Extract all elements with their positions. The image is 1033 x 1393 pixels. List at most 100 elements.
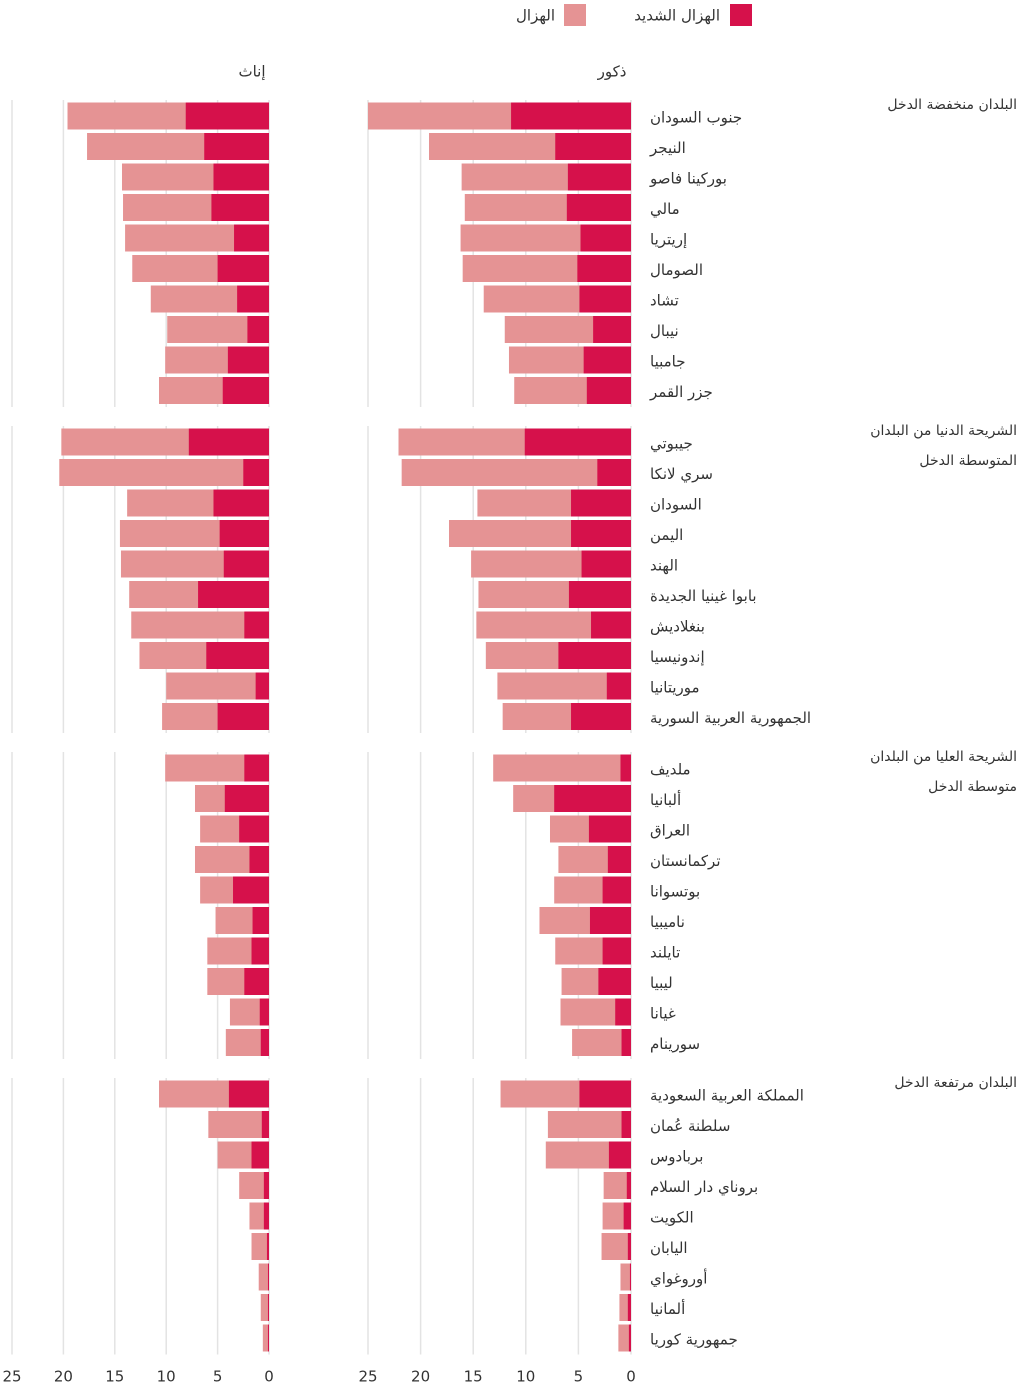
severe-wasting-bar — [244, 754, 269, 782]
wasting-bar — [260, 1294, 269, 1321]
wasting-bar — [603, 1172, 631, 1199]
severe-wasting-bar — [566, 194, 631, 221]
severe-wasting-bar — [620, 754, 631, 782]
severe-wasting-bar — [602, 876, 631, 904]
severe-wasting-bar — [263, 1202, 269, 1230]
wasting-bar — [618, 1324, 631, 1352]
severe-wasting-bar — [223, 550, 269, 578]
severe-wasting-bar — [267, 1324, 269, 1352]
category-label: مالي — [650, 200, 680, 219]
category-label: بابوا غينيا الجديدة — [650, 587, 757, 605]
x-tick-label: 0 — [626, 1368, 636, 1386]
severe-wasting-bar — [555, 133, 631, 160]
severe-wasting-bar — [580, 224, 631, 252]
category-label: السودان — [650, 496, 702, 514]
severe-wasting-bar — [247, 316, 269, 343]
group-label: البلدان مرتفعة الدخل — [894, 1075, 1017, 1091]
category-label: ملديف — [650, 761, 691, 779]
severe-wasting-bar — [266, 1233, 269, 1260]
severe-wasting-bar — [255, 672, 269, 700]
severe-wasting-bar — [219, 520, 269, 547]
severe-wasting-bar — [511, 102, 631, 130]
severe-wasting-bar — [244, 968, 269, 995]
x-tick-label: 10 — [516, 1368, 535, 1386]
severe-wasting-bar — [581, 550, 631, 578]
severe-wasting-bar — [615, 998, 631, 1026]
severe-wasting-bar — [211, 194, 269, 221]
severe-wasting-bar — [621, 1111, 631, 1138]
category-label: موريتانيا — [650, 679, 700, 697]
category-label: جزر القمر — [649, 383, 713, 401]
severe-wasting-bar — [597, 459, 631, 486]
category-label: الصومال — [650, 261, 703, 279]
group-label-box: الشريحة العليا من البلدان متوسطة الدخل — [870, 749, 1017, 795]
severe-wasting-bar — [623, 1202, 631, 1230]
severe-wasting-bar — [628, 1324, 631, 1352]
severe-wasting-bar — [626, 1172, 631, 1199]
category-label: غيانا — [650, 1005, 676, 1023]
category-label: بنغلاديش — [650, 618, 705, 636]
category-label: اليمن — [650, 526, 683, 544]
severe-wasting-bar — [251, 937, 269, 965]
category-label: نيبال — [650, 322, 679, 340]
severe-wasting-bar — [243, 459, 269, 486]
category-label: ألمانيا — [650, 1299, 685, 1318]
category-label: إريتريا — [650, 231, 687, 249]
category-label: جيبوتي — [650, 435, 693, 454]
severe-wasting-bar — [263, 1172, 269, 1199]
wasting-bar — [59, 459, 270, 486]
wasting-bar — [258, 1263, 269, 1291]
severe-wasting-bar — [244, 611, 269, 639]
x-tick-label: 25 — [358, 1368, 377, 1386]
category-label: الهند — [650, 557, 678, 575]
wasting-bar — [251, 1233, 269, 1260]
group-label-box: الشريحة الدنيا من البلدان المتوسطة الدخل — [870, 423, 1017, 469]
legend-label: الهزال الشديد — [634, 7, 720, 25]
severe-wasting-bar — [259, 998, 269, 1026]
wasting-bar — [493, 754, 631, 782]
severe-wasting-bar — [571, 489, 631, 517]
category-label: ناميبيا — [650, 913, 685, 931]
severe-wasting-bar — [267, 1294, 269, 1321]
severe-wasting-bar — [267, 1263, 269, 1291]
severe-wasting-bar — [568, 581, 631, 608]
category-label: تركمانستان — [650, 852, 721, 870]
category-label: سورينام — [650, 1035, 700, 1053]
group-label-box: البلدان منخفضة الدخل — [887, 97, 1017, 113]
severe-wasting-bar — [204, 133, 269, 160]
severe-wasting-bar — [224, 785, 269, 812]
legend-label: الهزال — [516, 7, 555, 25]
category-label: ليبيا — [650, 974, 673, 992]
severe-wasting-bar — [554, 785, 631, 812]
severe-wasting-bar — [593, 316, 631, 343]
group-label: البلدان منخفضة الدخل — [887, 97, 1017, 113]
legend-swatch — [564, 4, 586, 26]
category-label: تشاد — [650, 292, 679, 310]
severe-wasting-bar — [260, 1029, 269, 1056]
severe-wasting-bar — [571, 520, 631, 547]
wasting-bar — [401, 459, 631, 486]
severe-wasting-bar — [213, 163, 269, 191]
x-tick-label: 15 — [464, 1368, 483, 1386]
severe-wasting-bar — [206, 642, 269, 669]
severe-wasting-bar — [233, 876, 269, 904]
wasting-bar — [620, 1263, 631, 1291]
category-label: المملكة العربية السعودية — [650, 1087, 804, 1105]
severe-wasting-bar — [577, 255, 631, 282]
wasting-bar — [601, 1233, 631, 1260]
x-tick-label: 0 — [264, 1368, 274, 1386]
wasting-bar — [166, 672, 269, 700]
category-label: الجمهورية العربية السورية — [650, 709, 811, 727]
category-label: العراق — [650, 822, 690, 840]
category-label: جمهورية كوريا — [650, 1331, 738, 1349]
severe-wasting-bar — [586, 377, 631, 404]
category-label: اليابان — [650, 1239, 688, 1257]
severe-wasting-bar — [579, 1080, 631, 1108]
group-label: الشريحة الدنيا من البلدان المتوسطة الدخل — [870, 423, 1017, 469]
severe-wasting-bar — [234, 224, 269, 252]
severe-wasting-bar — [588, 815, 631, 843]
severe-wasting-bar — [629, 1263, 631, 1291]
severe-wasting-bar — [217, 255, 269, 282]
severe-wasting-bar — [627, 1233, 631, 1260]
category-label: تايلند — [650, 944, 680, 962]
